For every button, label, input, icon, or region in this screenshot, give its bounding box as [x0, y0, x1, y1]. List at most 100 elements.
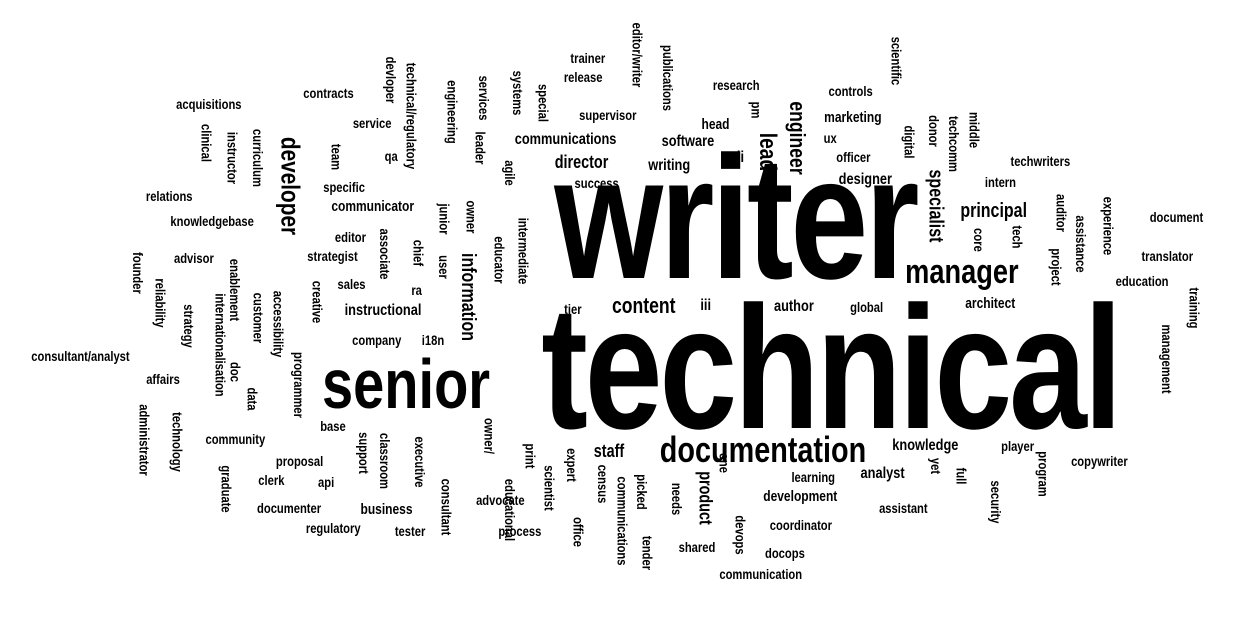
cloud-word: devops	[732, 515, 749, 555]
cloud-word: training	[1186, 287, 1203, 329]
cloud-word: census	[595, 464, 612, 504]
cloud-word: specific	[323, 179, 365, 195]
cloud-word: product	[695, 471, 715, 525]
cloud-word: project	[1047, 248, 1064, 286]
cloud-word: ra	[410, 282, 422, 298]
cloud-word: core	[970, 228, 987, 252]
cloud-word: team	[327, 143, 344, 171]
cloud-word: advisor	[173, 250, 214, 266]
cloud-word: documenter	[257, 500, 322, 516]
cloud-word: full	[953, 467, 969, 485]
cloud-word: regulatory	[305, 520, 361, 536]
cloud-word: education	[1115, 273, 1169, 289]
cloud-word: tester	[394, 523, 426, 539]
cloud-word: director	[554, 152, 608, 172]
cloud-word: analyst	[860, 465, 905, 482]
cloud-word: clinical	[198, 124, 215, 162]
cloud-word: coordinator	[769, 517, 833, 533]
cloud-word: lead	[754, 132, 782, 172]
cloud-word: educational	[501, 478, 518, 542]
cloud-word: yet	[928, 457, 945, 475]
cloud-word: affairs	[146, 371, 180, 387]
cloud-word: supervisor	[579, 107, 637, 123]
cloud-word: communications	[514, 131, 616, 148]
cloud-word: security	[987, 480, 1004, 524]
cloud-word: doc	[226, 362, 243, 382]
cloud-word: consultant	[437, 478, 454, 536]
cloud-word: copywriter	[1070, 453, 1128, 469]
cloud-word: leader	[472, 131, 489, 165]
cloud-word: middle	[966, 111, 983, 149]
cloud-word: senior	[322, 345, 491, 423]
cloud-word: instructor	[224, 131, 241, 185]
cloud-word: user	[435, 255, 452, 279]
cloud-word: manager	[905, 253, 1019, 291]
cloud-word: research	[712, 77, 760, 93]
cloud-word: shared	[678, 539, 716, 555]
cloud-word: engineering	[444, 80, 461, 144]
cloud-word: special	[535, 84, 552, 122]
cloud-word: technology	[168, 412, 185, 472]
cloud-word: scientist	[540, 465, 557, 511]
cloud-word: internationalisation	[212, 293, 229, 397]
cloud-word: junior	[435, 203, 452, 235]
cloud-word: owner	[463, 200, 480, 234]
cloud-word: data	[243, 387, 260, 411]
cloud-word: customer	[250, 292, 267, 344]
cloud-word: donor	[925, 115, 942, 147]
cloud-word: advocate	[475, 492, 525, 508]
cloud-word: management	[1159, 324, 1176, 394]
cloud-word: editor/writer	[628, 22, 645, 88]
cloud-word: tender	[638, 535, 655, 571]
cloud-word: devloper	[383, 56, 400, 104]
cloud-word: one	[715, 453, 732, 473]
cloud-word: programmer	[291, 352, 308, 418]
cloud-word: qa	[384, 148, 398, 164]
cloud-word: strategist	[306, 248, 358, 264]
cloud-word: contracts	[302, 85, 354, 101]
cloud-word: picked	[634, 474, 651, 510]
cloud-word: relations	[145, 188, 193, 204]
cloud-word: owner/	[481, 417, 498, 455]
cloud-word: associate	[376, 228, 393, 280]
cloud-word: player	[1000, 438, 1034, 454]
cloud-word: process	[498, 523, 542, 539]
cloud-word: classroom	[377, 432, 394, 490]
cloud-word: communication	[718, 566, 802, 582]
cloud-word: curriculum	[250, 129, 267, 187]
cloud-word: administrator	[136, 404, 153, 476]
cloud-word: ii	[736, 149, 744, 166]
cloud-word: knowledge	[891, 437, 958, 454]
cloud-word: support	[356, 432, 373, 474]
cloud-word: designer	[838, 171, 892, 188]
cloud-word: specialist	[924, 169, 947, 243]
cloud-word: communications	[614, 476, 631, 566]
cloud-word: staff	[593, 441, 625, 461]
cloud-word: experience	[1100, 196, 1117, 256]
cloud-word: chief	[409, 239, 426, 267]
cloud-word: systems	[510, 70, 527, 116]
cloud-word: architect	[964, 294, 1015, 312]
cloud-word: community	[204, 431, 265, 447]
cloud-word: creative	[308, 280, 325, 324]
cloud-word: document	[1149, 209, 1203, 225]
cloud-word: officer	[835, 149, 871, 165]
cloud-word: principal	[959, 200, 1027, 222]
cloud-word: accessibility	[270, 290, 287, 358]
cloud-word: clerk	[257, 472, 284, 488]
cloud-word: company	[351, 332, 401, 348]
cloud-word: learning	[791, 469, 836, 485]
cloud-word: strategy	[181, 304, 198, 348]
cloud-word: techwriters	[1009, 153, 1070, 169]
cloud-word: information	[457, 253, 479, 341]
cloud-word: reliability	[152, 278, 169, 328]
cloud-word: tier	[564, 301, 582, 317]
cloud-word: tech	[1008, 225, 1025, 249]
cloud-word: executive	[411, 436, 428, 488]
cloud-word: release	[563, 69, 603, 85]
cloud-word: i18n	[421, 332, 445, 348]
cloud-word: digital	[901, 125, 918, 159]
cloud-word: print	[522, 443, 539, 469]
cloud-word: marketing	[824, 108, 882, 126]
